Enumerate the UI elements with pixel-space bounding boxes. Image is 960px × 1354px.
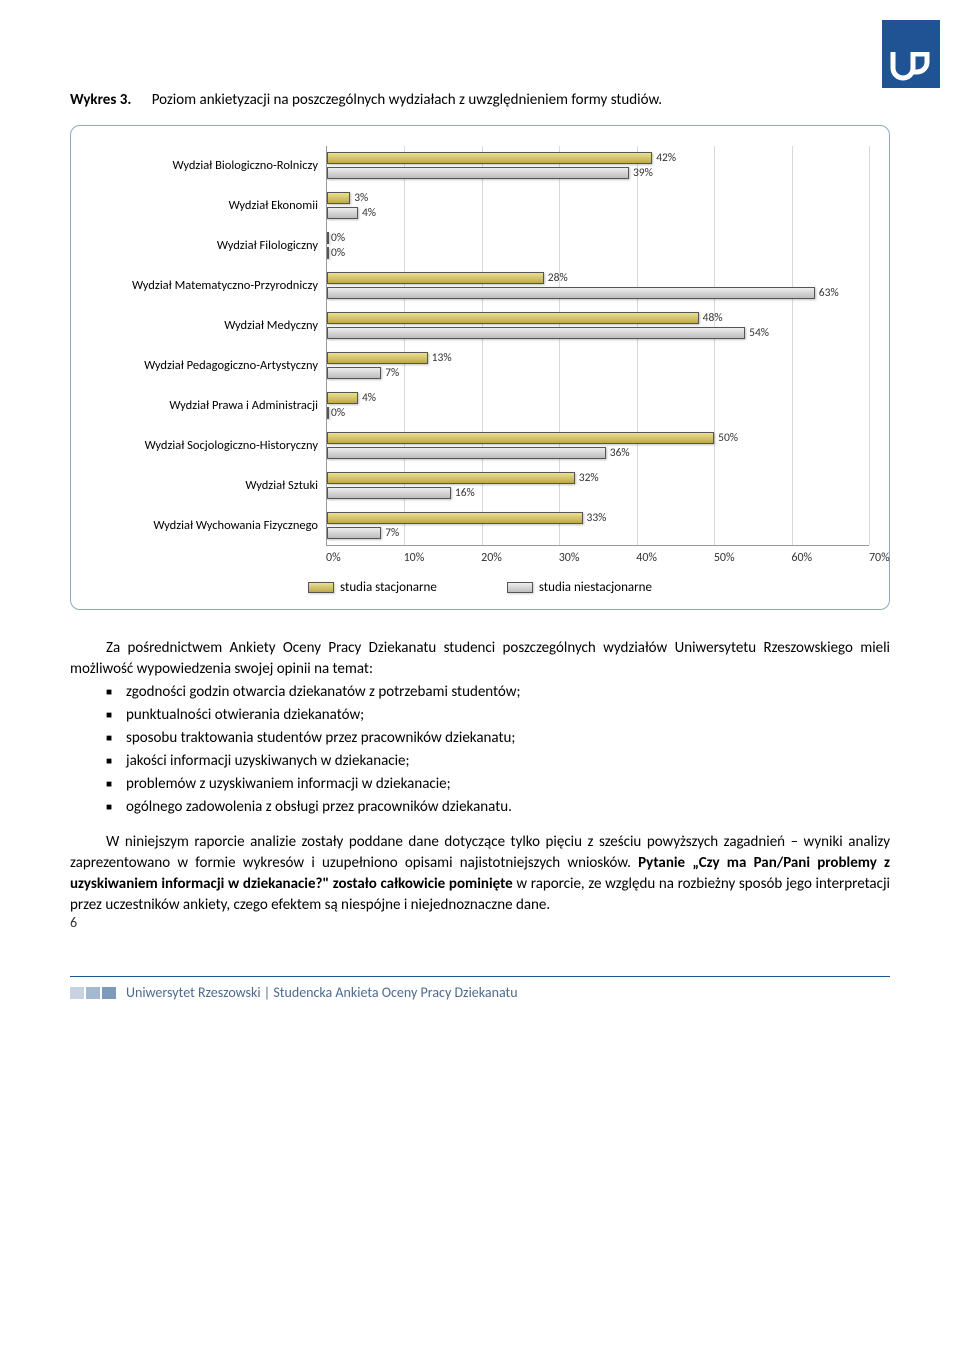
body-text: Za pośrednictwem Ankiety Oceny Pracy Dzi…	[70, 638, 890, 916]
list-item: jakości informacji uzyskiwanych w dzieka…	[106, 751, 890, 772]
legend-swatch	[308, 582, 334, 593]
bar	[327, 367, 381, 379]
category-label: Wydział Wychowania Fizycznego	[91, 506, 318, 546]
list-item: sposobu traktowania studentów przez prac…	[106, 728, 890, 749]
bar-row: 33% 7%	[327, 506, 869, 546]
intro-paragraph: Za pośrednictwem Ankiety Oceny Pracy Dzi…	[70, 638, 890, 680]
chart-title: Wykres 3. Poziom ankietyzacji na poszcze…	[70, 90, 890, 111]
legend-swatch	[507, 582, 533, 593]
bar	[327, 447, 606, 459]
bar	[327, 207, 358, 219]
bar	[327, 487, 451, 499]
bar-value-label: 16%	[455, 485, 475, 501]
chart-legend: studia stacjonarne studia niestacjonarne	[91, 579, 869, 597]
category-label: Wydział Biologiczno-Rolniczy	[91, 146, 318, 186]
category-label: Wydział Sztuki	[91, 466, 318, 506]
bar-value-label: 32%	[579, 470, 599, 486]
footer-decoration	[70, 987, 116, 999]
bar-value-label: 7%	[385, 365, 399, 381]
bar-value-label: 28%	[548, 270, 568, 286]
bar	[327, 287, 815, 299]
footer-text: Uniwersytet Rzeszowski | Studencka Ankie…	[126, 983, 518, 1003]
bar-value-label: 42%	[656, 150, 676, 166]
bar-row: 48% 54%	[327, 306, 869, 346]
bar-value-label: 0%	[331, 230, 345, 246]
bar-value-label: 50%	[718, 430, 738, 446]
bar-value-label: 4%	[362, 205, 376, 221]
bar-row: 32% 16%	[327, 466, 869, 506]
legend-label: studia niestacjonarne	[539, 579, 652, 597]
bar-value-label: 48%	[703, 310, 723, 326]
bar-value-label: 54%	[749, 325, 769, 341]
bar-row: 3%4%	[327, 186, 869, 226]
second-paragraph: W niniejszym raporcie analizie zostały p…	[70, 832, 890, 916]
list-item: punktualności otwierania dziekanatów;	[106, 705, 890, 726]
bar	[327, 327, 745, 339]
bar-value-label: 36%	[610, 445, 630, 461]
university-logo	[882, 20, 940, 88]
bar	[327, 352, 428, 364]
category-label: Wydział Pedagogiczno-Artystyczny	[91, 346, 318, 386]
bar-value-label: 4%	[362, 390, 376, 406]
category-label: Wydział Filologiczny	[91, 226, 318, 266]
bar	[327, 472, 575, 484]
category-label: Wydział Medyczny	[91, 306, 318, 346]
category-label: Wydział Matematyczno-Przyrodniczy	[91, 266, 318, 306]
bar-value-label: 33%	[587, 510, 607, 526]
bar-value-label: 0%	[331, 405, 345, 421]
bar-row: 42%39%	[327, 146, 869, 186]
bar	[327, 167, 629, 179]
bar	[327, 432, 714, 444]
legend-label: studia stacjonarne	[340, 579, 437, 597]
category-label: Wydział Ekonomii	[91, 186, 318, 226]
page-footer: Uniwersytet Rzeszowski | Studencka Ankie…	[70, 976, 890, 1003]
bar-value-label: 0%	[331, 245, 345, 261]
bar-row: 13% 7%	[327, 346, 869, 386]
category-label: Wydział Prawa i Administracji	[91, 386, 318, 426]
bar-row: 50% 36%	[327, 426, 869, 466]
bar-value-label: 3%	[354, 190, 368, 206]
bar	[327, 407, 329, 419]
x-axis-ticks: 0%10%20%30%40%50%60%70%	[326, 550, 869, 567]
bar	[327, 152, 652, 164]
page-number: 6	[70, 913, 77, 933]
legend-item: studia stacjonarne	[308, 579, 437, 597]
y-axis-labels: Wydział Biologiczno-RolniczyWydział Ekon…	[91, 146, 326, 567]
title-label: Wykres 3.	[70, 91, 131, 109]
bar	[327, 247, 329, 259]
bar	[327, 527, 381, 539]
category-label: Wydział Socjologiczno-Historyczny	[91, 426, 318, 466]
bar-row: 4% 0%	[327, 386, 869, 426]
list-item: zgodności godzin otwarcia dziekanatów z …	[106, 682, 890, 703]
bar-value-label: 39%	[633, 165, 653, 181]
bar-value-label: 63%	[819, 285, 839, 301]
bar	[327, 392, 358, 404]
chart-plot-area: 42%39%3%4%0%0%28%63%48%54%13%7%4%0%50%36…	[326, 146, 869, 546]
bullet-list: zgodności godzin otwarcia dziekanatów z …	[106, 682, 890, 818]
bar	[327, 192, 350, 204]
list-item: ogólnego zadowolenia z obsługi przez pra…	[106, 797, 890, 818]
bar	[327, 272, 544, 284]
bar	[327, 312, 699, 324]
bar-value-label: 7%	[385, 525, 399, 541]
bar-row: 0%0%	[327, 226, 869, 266]
bar-value-label: 13%	[432, 350, 452, 366]
bar	[327, 512, 583, 524]
title-text: Poziom ankietyzacji na poszczególnych wy…	[152, 91, 662, 109]
bar	[327, 232, 329, 244]
legend-item: studia niestacjonarne	[507, 579, 652, 597]
list-item: problemów z uzyskiwaniem informacji w dz…	[106, 774, 890, 795]
chart-container: Wydział Biologiczno-RolniczyWydział Ekon…	[70, 125, 890, 610]
bar-row: 28% 63%	[327, 266, 869, 306]
